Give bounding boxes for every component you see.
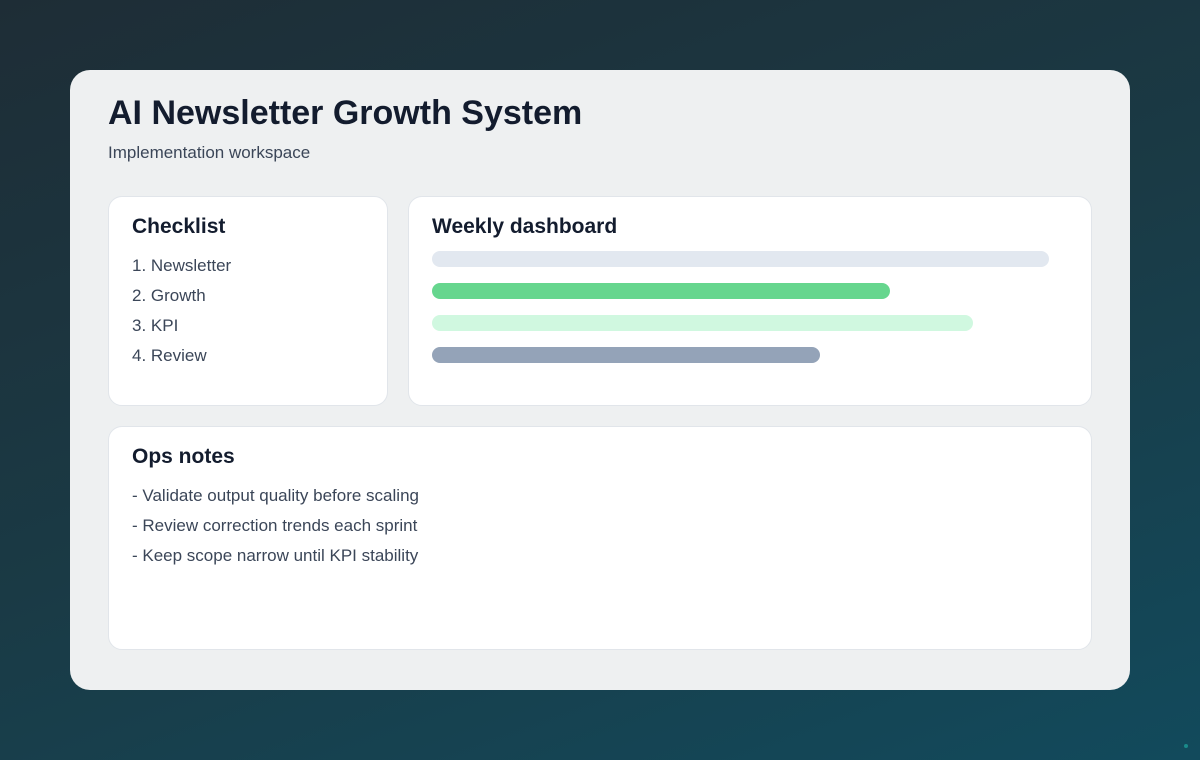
corner-dot — [1184, 744, 1188, 748]
note-item: - Keep scope narrow until KPI stability — [132, 546, 419, 565]
checklist-title: Checklist — [132, 215, 226, 238]
dashboard-bars — [432, 251, 1068, 363]
checklist-item: 1. Newsletter — [132, 256, 232, 275]
note-item: - Review correction trends each sprint — [132, 516, 418, 535]
progress-bar — [432, 251, 1049, 267]
checklist-card: Checklist 1. Newsletter 2. Growth 3. KPI… — [108, 196, 388, 406]
note-item: - Validate output quality before scaling — [132, 486, 419, 505]
progress-bar — [432, 347, 820, 363]
checklist-item: 2. Growth — [132, 286, 206, 305]
workspace-panel: AI Newsletter Growth System Implementati… — [70, 70, 1130, 690]
progress-bar — [432, 315, 973, 331]
checklist-item: 3. KPI — [132, 316, 179, 335]
dashboard-title: Weekly dashboard — [432, 215, 618, 238]
progress-bar — [432, 283, 890, 299]
weekly-dashboard-card: Weekly dashboard — [408, 196, 1092, 406]
page-title: AI Newsletter Growth System — [108, 94, 583, 132]
ops-notes-card: Ops notes - Validate output quality befo… — [108, 426, 1092, 650]
checklist-item: 4. Review — [132, 346, 207, 365]
notes-title: Ops notes — [132, 445, 235, 468]
page-subtitle: Implementation workspace — [108, 143, 311, 162]
